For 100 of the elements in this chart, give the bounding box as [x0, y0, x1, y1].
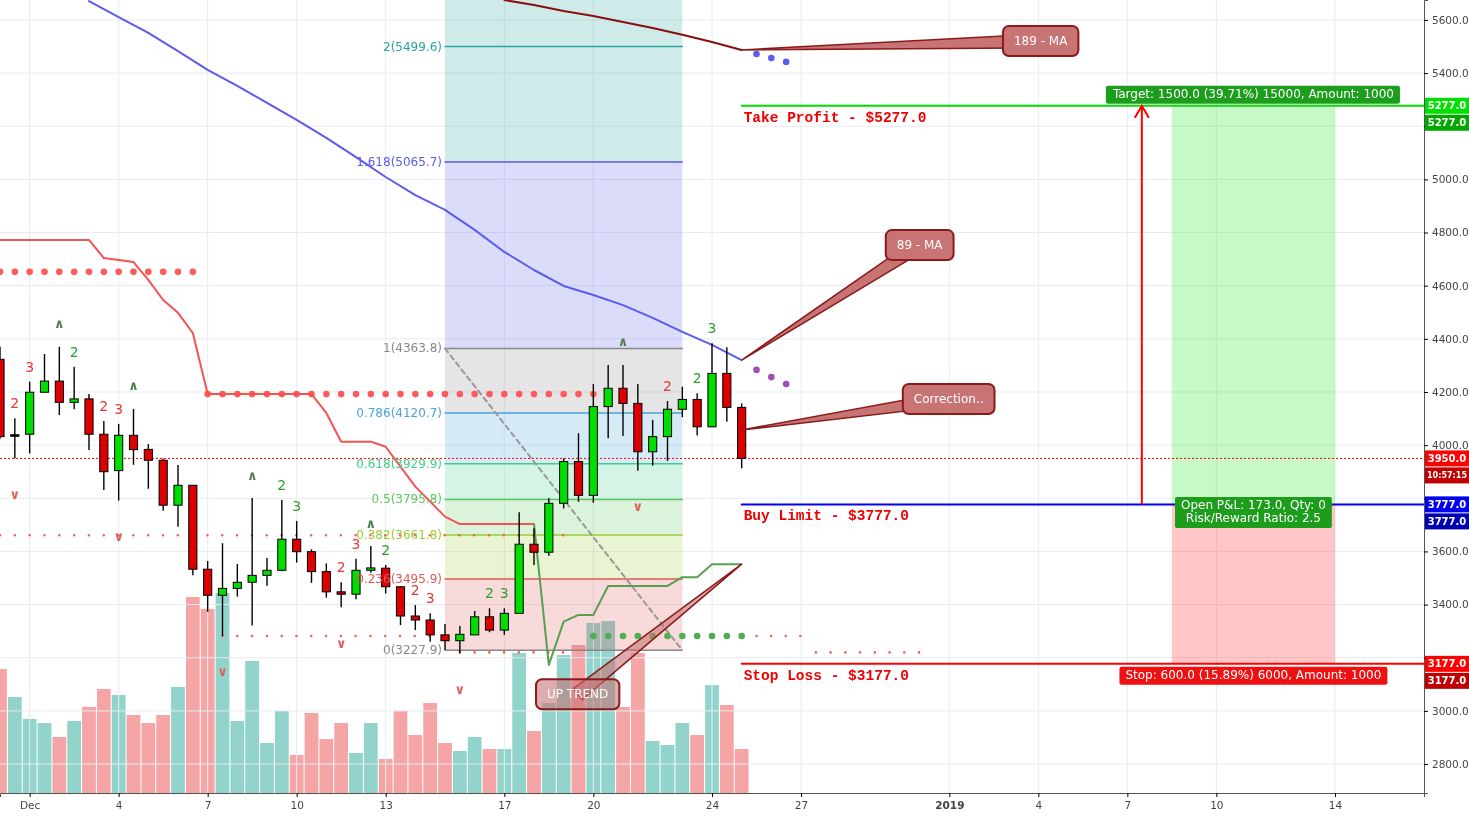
- annotation: 3: [707, 320, 717, 337]
- annotation: 2: [99, 397, 109, 414]
- annotation: 3: [425, 590, 435, 607]
- point: [545, 390, 553, 398]
- annotation: 2: [277, 476, 287, 493]
- point: [174, 268, 182, 276]
- point: [367, 390, 375, 398]
- annotation: 189 - MA: [1013, 33, 1069, 48]
- x-tick-label: 4: [1035, 799, 1043, 812]
- bar: [52, 737, 67, 793]
- candlestick: [39, 353, 50, 393]
- annotation: ∨: [335, 635, 347, 651]
- annotation: Take Profit - $5277.0: [743, 109, 927, 126]
- point: [397, 390, 404, 398]
- y-tick-label: 4000.0: [1432, 438, 1469, 451]
- point: [634, 632, 642, 640]
- point: [782, 380, 790, 388]
- candlestick: [321, 562, 331, 599]
- annotation: 2: [10, 395, 20, 412]
- annotation: 2: [336, 559, 346, 576]
- candlestick: [366, 545, 376, 574]
- annotation: Target: 1500.0 (39.71%) 15000, Amount: 1000: [1111, 86, 1394, 101]
- annotation: 2: [381, 541, 391, 558]
- x-tick-label: 27: [794, 799, 809, 812]
- candlestick: [499, 607, 509, 636]
- bar: [111, 695, 126, 793]
- point: [782, 58, 790, 66]
- annotation: ∨: [9, 486, 21, 502]
- x-tick-label: 10: [1210, 799, 1224, 812]
- annotation: ∧: [617, 334, 629, 350]
- candlestick: [618, 364, 628, 437]
- annotation: Buy Limit - $3777.0: [743, 508, 909, 525]
- x-tick-label: 7: [1124, 799, 1132, 812]
- candlestick: [455, 625, 465, 654]
- annotation: ∨: [632, 499, 644, 515]
- x-tick-label: 17: [498, 799, 512, 812]
- point: [708, 632, 716, 640]
- annotation: 10:57:15: [1427, 470, 1468, 480]
- point: [323, 390, 330, 398]
- point: [649, 632, 656, 640]
- annotation: 2: [663, 378, 672, 395]
- annotation: 3: [114, 400, 124, 417]
- series-label: 0.786(4120.7): [356, 406, 442, 421]
- candlestick: [69, 366, 79, 410]
- point: [412, 390, 419, 398]
- point: [738, 632, 745, 640]
- point: [486, 390, 493, 398]
- candlestick: [440, 623, 450, 651]
- point: [41, 268, 48, 276]
- y-tick-label: 3000.0: [1432, 704, 1469, 717]
- point: [426, 390, 434, 398]
- candlestick: [306, 548, 317, 584]
- annotation: Stop: 600.0 (15.89%) 6000, Amount: 1000: [1125, 667, 1382, 682]
- bar: [171, 687, 185, 793]
- line-series: [533, 523, 743, 666]
- y-tick-label: 5600.0: [1432, 13, 1469, 26]
- annotation: ∧: [128, 378, 139, 394]
- point: [501, 390, 508, 398]
- annotation: ∨: [217, 664, 228, 680]
- candlestick: [410, 604, 420, 631]
- x-tick-label: Dec: [20, 799, 41, 812]
- point: [352, 390, 360, 398]
- series-label: 0(3227.9): [383, 643, 442, 658]
- point: [530, 390, 538, 398]
- point: [337, 390, 345, 398]
- point: [130, 268, 137, 276]
- y-tick-label: 3400.0: [1432, 598, 1469, 611]
- point: [768, 373, 775, 381]
- point: [100, 268, 108, 276]
- annotation: ∧: [246, 467, 258, 483]
- annotation: 2: [485, 585, 494, 602]
- bar: [690, 735, 705, 793]
- point: [26, 268, 33, 276]
- candlestick: [529, 527, 539, 566]
- y-tick-label: 5400.0: [1432, 66, 1469, 79]
- point: [11, 268, 19, 276]
- point: [515, 390, 523, 398]
- bar: [67, 721, 82, 793]
- candlestick: [425, 612, 435, 643]
- candlestick: [10, 417, 20, 460]
- point: [471, 390, 478, 398]
- line-series: [0, 238, 535, 526]
- y-tick-label: 4400.0: [1432, 332, 1469, 345]
- point: [159, 268, 167, 276]
- point: [382, 390, 389, 398]
- candlestick: [292, 520, 302, 564]
- point: [189, 268, 197, 276]
- y-tick-label: 2800.0: [1432, 757, 1469, 770]
- annotation: Correction..: [913, 391, 984, 406]
- bar: [482, 749, 497, 793]
- point: [441, 390, 449, 398]
- candlestick: [484, 607, 495, 633]
- annotation: Stop Loss - $3177.0: [743, 667, 909, 684]
- point: [664, 632, 671, 640]
- point: [753, 366, 760, 374]
- point: [604, 632, 612, 640]
- x-tick-label: 20: [587, 799, 601, 812]
- point: [723, 632, 731, 640]
- annotation: ∨: [454, 681, 466, 697]
- candlestick: [232, 563, 242, 598]
